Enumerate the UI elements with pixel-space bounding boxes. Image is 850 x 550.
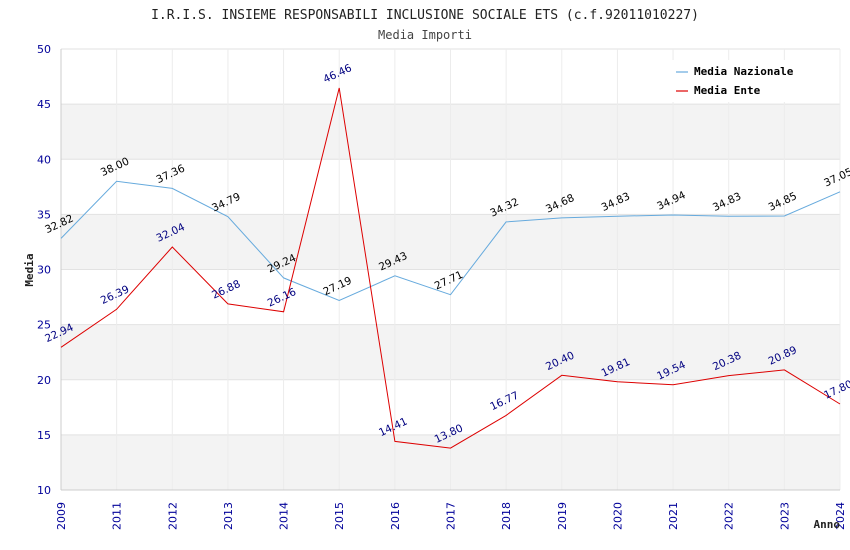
legend-box — [670, 60, 810, 102]
y-tick-label: 35 — [37, 208, 51, 221]
data-label: 16.77 — [488, 389, 520, 413]
x-tick-label: 2022 — [723, 502, 736, 530]
legend-label-media-ente: Media Ente — [694, 84, 761, 97]
chart-subtitle: Media Importi — [378, 28, 472, 42]
x-tick-label: 2009 — [55, 502, 68, 530]
y-tick-label: 15 — [37, 429, 51, 442]
legend-label-media-nazionale: Media Nazionale — [694, 65, 794, 78]
data-label: 34.79 — [210, 191, 242, 215]
data-label: 34.85 — [767, 190, 799, 214]
y-axis-label: Media — [23, 253, 36, 286]
y-tick-label: 25 — [37, 319, 51, 332]
x-tick-label: 2015 — [333, 502, 346, 530]
y-tick-label: 40 — [37, 153, 51, 166]
y-tick-label: 45 — [37, 98, 51, 111]
y-tick-label: 50 — [37, 43, 51, 56]
x-tick-label: 2018 — [500, 502, 513, 530]
data-label: 27.71 — [433, 269, 465, 293]
data-label: 37.05 — [822, 166, 850, 190]
x-tick-label: 2020 — [611, 502, 624, 530]
y-tick-label: 20 — [37, 374, 51, 387]
legend: Media Nazionale Media Ente — [670, 60, 810, 102]
data-label: 26.39 — [99, 283, 131, 307]
x-tick-label: 2024 — [834, 502, 847, 530]
x-tick-label: 2017 — [445, 502, 458, 530]
x-tick-label: 2016 — [389, 502, 402, 530]
data-label: 46.46 — [321, 62, 354, 86]
data-label: 37.36 — [154, 162, 187, 186]
data-label: 17.80 — [822, 378, 850, 402]
y-tick-labels: 10 15 20 25 30 35 40 45 50 — [37, 43, 51, 497]
y-tick-label: 10 — [37, 484, 51, 497]
data-label: 26.88 — [210, 278, 242, 302]
data-label: 34.68 — [544, 192, 576, 216]
x-tick-labels: 2009 2011 2012 2013 2014 2015 2016 2017 2018 2019… — [55, 502, 847, 530]
chart-title: I.R.I.S. INSIEME RESPONSABILI INCLUSIONE… — [151, 8, 699, 23]
data-label: 34.83 — [600, 190, 632, 214]
x-axis-label: Anno — [814, 518, 841, 531]
x-tick-label: 2019 — [556, 502, 569, 530]
x-tick-label: 2014 — [278, 502, 291, 530]
x-tick-label: 2012 — [166, 502, 179, 530]
series-line-media-ente — [60, 87, 841, 449]
x-tick-label: 2013 — [222, 502, 235, 530]
x-tick-label: 2021 — [667, 502, 680, 530]
y-tick-label: 30 — [37, 264, 51, 277]
series-group — [60, 87, 841, 449]
data-label: 34.83 — [711, 190, 743, 214]
data-label: 26.16 — [266, 286, 299, 310]
axes — [60, 49, 840, 491]
data-label: 34.94 — [655, 189, 688, 213]
series-line-media-nazionale — [60, 180, 841, 302]
x-tick-label: 2011 — [111, 502, 124, 530]
data-label: 27.19 — [321, 275, 353, 299]
x-tick-label: 2023 — [778, 502, 791, 530]
